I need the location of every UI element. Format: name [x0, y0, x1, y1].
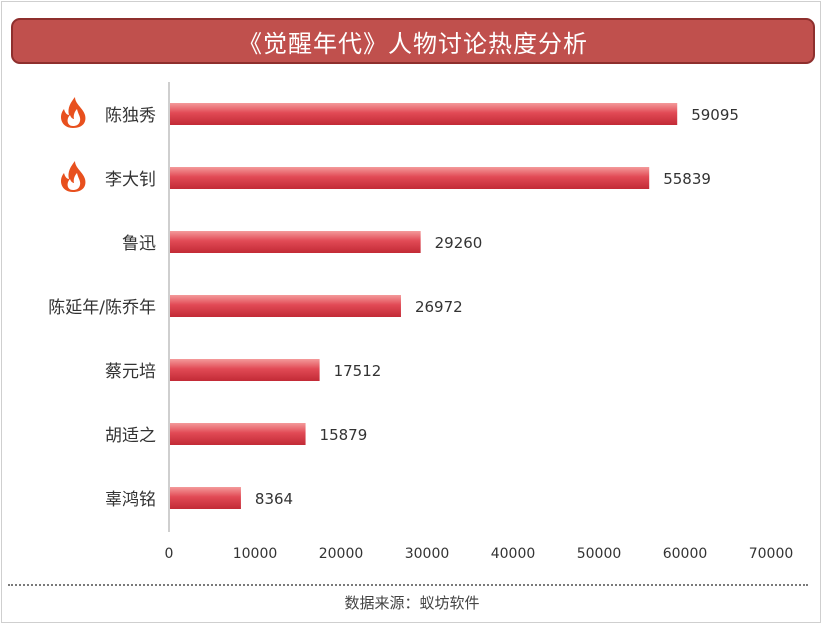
bar-2 — [170, 231, 421, 253]
bar-value-label: 15879 — [320, 426, 368, 444]
chart-title-banner: 《觉醒年代》人物讨论热度分析 — [11, 18, 815, 64]
bar-value-label: 17512 — [334, 362, 382, 380]
bar-value-label: 26972 — [415, 298, 463, 316]
category-label: 陈延年/陈乔年 — [48, 298, 156, 318]
category-label: 辜鸿铭 — [105, 490, 156, 510]
data-source-note: 数据来源：蚁坊软件 — [344, 594, 480, 612]
bar-value-label: 29260 — [435, 234, 483, 252]
x-tick-label: 50000 — [577, 546, 622, 562]
bar-0 — [170, 103, 678, 125]
chart-title: 《觉醒年代》人物讨论热度分析 — [238, 29, 588, 58]
x-tick-label: 30000 — [405, 546, 450, 562]
x-tick-label: 70000 — [749, 546, 794, 562]
category-label: 鲁迅 — [122, 234, 156, 254]
flame-icon — [61, 161, 86, 192]
category-label: 蔡元培 — [105, 362, 156, 382]
bar-4 — [170, 359, 320, 381]
bar-6 — [170, 487, 241, 509]
bar-1 — [170, 167, 650, 189]
x-tick-label: 60000 — [663, 546, 708, 562]
bar-value-label: 8364 — [255, 490, 293, 508]
footer-divider — [8, 584, 808, 586]
category-label: 李大钊 — [105, 170, 156, 190]
bar-5 — [170, 423, 306, 445]
category-label: 胡适之 — [105, 426, 156, 446]
flame-icon — [61, 97, 86, 128]
x-tick-label: 20000 — [319, 546, 364, 562]
x-tick-label: 40000 — [491, 546, 536, 562]
bar-value-label: 55839 — [663, 170, 711, 188]
category-label: 陈独秀 — [105, 106, 156, 126]
x-tick-label: 0 — [165, 546, 174, 562]
bar-3 — [170, 295, 401, 317]
x-tick-label: 10000 — [233, 546, 278, 562]
bars-group: 59095 陈独秀 55839 李大钊 29260 鲁迅 26972 陈延年/陈乔年 17512… — [48, 97, 739, 510]
bar-value-label: 59095 — [691, 106, 739, 124]
